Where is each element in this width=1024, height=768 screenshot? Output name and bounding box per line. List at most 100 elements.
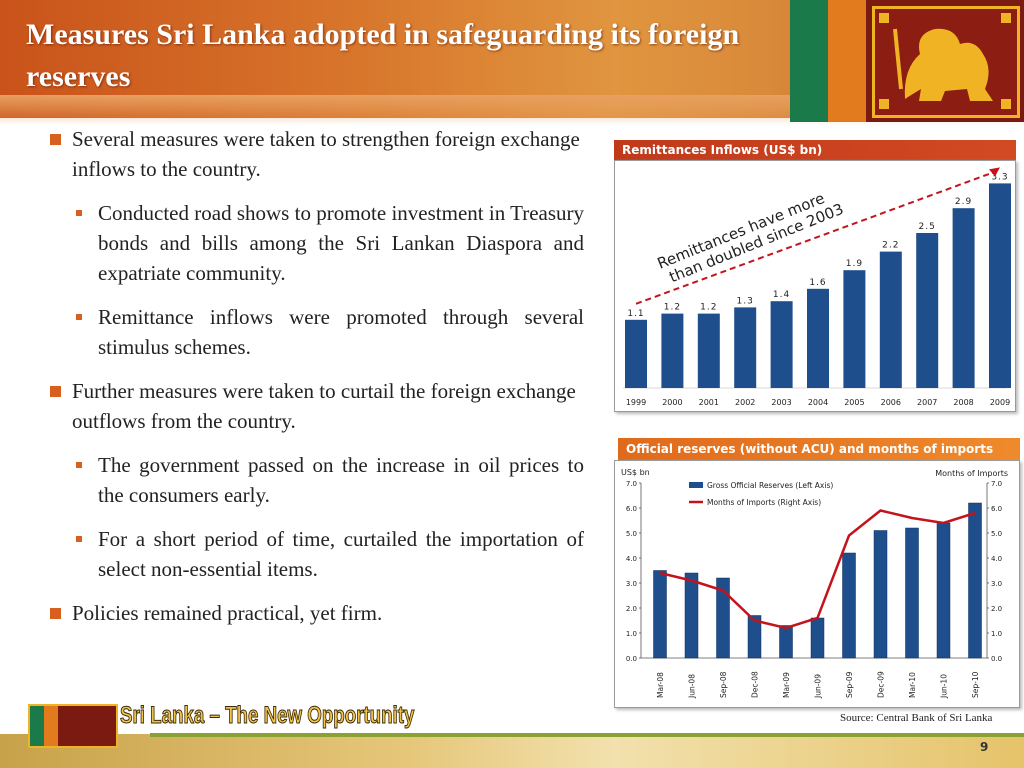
reserve-bar-Jun-09 — [810, 617, 825, 659]
reserve-bar-Sep-08 — [716, 577, 730, 659]
remittances-chart-panel: Remittances have more than doubled since… — [614, 160, 1016, 412]
right-y-tick-label: 6.0 — [991, 505, 1002, 513]
bar-2005 — [843, 270, 866, 388]
reserve-bar-Mar-09 — [779, 625, 793, 659]
bar-value-label: 1.6 — [809, 278, 826, 288]
bullet-list: Several measures were taken to strengthe… — [48, 124, 584, 642]
right-y-tick-label: 3.0 — [991, 580, 1002, 588]
left-y-tick-label: 7.0 — [626, 480, 637, 488]
bar-2004 — [807, 288, 829, 388]
reserve-bar-Dec-09 — [873, 530, 888, 659]
footer-bar — [0, 734, 1024, 768]
bar-value-label: 2.2 — [882, 241, 899, 251]
bar-value-label: 1.1 — [627, 309, 644, 319]
x-tick-label: 2001 — [699, 398, 719, 407]
x-tick-label: 2008 — [953, 398, 973, 407]
bar-2003 — [770, 301, 793, 388]
reserves-chart-panel: US$ bn Months of Imports Gross Official … — [614, 460, 1020, 708]
x-tick-label: Sep-10 — [971, 671, 980, 698]
x-tick-label: 2004 — [808, 398, 828, 407]
lion-emblem-icon — [879, 13, 1011, 109]
sub-bullet-item: For a short period of time, curtailed th… — [74, 524, 584, 584]
bar-value-label: 1.4 — [773, 290, 790, 300]
right-y-tick-label: 4.0 — [991, 555, 1002, 563]
bullet-item: Further measures were taken to curtail t… — [48, 376, 584, 436]
reserve-bar-Mar-10 — [905, 527, 919, 659]
x-tick-label: 2006 — [881, 398, 901, 407]
x-tick-label: Jun-09 — [814, 674, 823, 699]
months-of-imports-line — [659, 509, 976, 630]
x-tick-label: 2003 — [771, 398, 791, 407]
right-y-tick-label: 2.0 — [991, 605, 1002, 613]
bar-2001 — [697, 313, 720, 388]
legend-bars: Gross Official Reserves (Left Axis) — [707, 481, 833, 490]
legend-line: Months of Imports (Right Axis) — [707, 498, 821, 507]
bullet-item: Several measures were taken to strengthe… — [48, 124, 584, 184]
left-y-tick-label: 6.0 — [626, 505, 637, 513]
bar-2006 — [879, 251, 902, 388]
bar-2007 — [916, 233, 939, 388]
footer-tagline: Sri Lanka – The New Opportunity — [120, 702, 415, 730]
x-tick-label: Jun-10 — [940, 674, 949, 699]
sub-bullet-item: Conducted road shows to promote investme… — [74, 198, 584, 288]
bar-value-label: 1.3 — [737, 296, 754, 306]
reserve-bar-Sep-09 — [842, 552, 856, 659]
x-tick-label: 2005 — [844, 398, 864, 407]
left-y-tick-label: 3.0 — [626, 580, 637, 588]
reserve-bar-Mar-08 — [653, 570, 667, 659]
bar-value-label: 2.5 — [919, 222, 936, 232]
bar-2002 — [734, 307, 757, 388]
x-tick-label: Jun-08 — [688, 674, 697, 699]
reserves-chart: US$ bn Months of Imports Gross Official … — [621, 468, 1008, 699]
left-axis-label: US$ bn — [621, 468, 650, 477]
sub-bullet-item: The government passed on the increase in… — [74, 450, 584, 510]
bar-2000 — [661, 313, 684, 388]
bar-value-label: 3.3 — [991, 172, 1008, 182]
right-axis-label: Months of Imports — [935, 469, 1008, 478]
x-tick-label: Dec-08 — [751, 671, 760, 698]
page-number: 9 — [980, 740, 989, 754]
x-tick-label: Mar-09 — [782, 672, 791, 698]
x-tick-label: Mar-08 — [656, 672, 665, 698]
footer-flag-icon — [28, 704, 118, 748]
x-tick-label: 2002 — [735, 398, 755, 407]
source-note: Source: Central Bank of Sri Lanka — [840, 712, 993, 724]
sub-bullet-item: Remittance inflows were promoted through… — [74, 302, 584, 362]
reserves-chart-title: Official reserves (without ACU) and mont… — [618, 438, 1020, 460]
bar-value-label: 1.2 — [700, 303, 717, 313]
bar-value-label: 1.2 — [664, 303, 681, 313]
right-y-tick-label: 7.0 — [991, 480, 1002, 488]
x-tick-label: 2000 — [662, 398, 682, 407]
reserve-bar-Sep-10 — [968, 502, 982, 659]
right-y-tick-label: 1.0 — [991, 630, 1002, 638]
reserve-bar-Jun-10 — [936, 522, 951, 659]
bar-2009 — [989, 183, 1011, 388]
bar-1999 — [625, 319, 647, 388]
x-tick-label: 1999 — [626, 398, 646, 407]
right-y-tick-label: 5.0 — [991, 530, 1002, 538]
reserve-bar-Dec-08 — [747, 615, 762, 659]
slide-title: Measures Sri Lanka adopted in safeguardi… — [26, 18, 740, 93]
sri-lanka-flag-icon — [790, 0, 1024, 122]
left-y-tick-label: 0.0 — [626, 655, 637, 663]
left-y-tick-label: 1.0 — [626, 630, 637, 638]
x-tick-label: Sep-08 — [719, 671, 728, 698]
bar-value-label: 1.9 — [846, 259, 863, 269]
legend-bar-swatch — [689, 482, 703, 488]
left-y-tick-label: 2.0 — [626, 605, 637, 613]
bar-2008 — [952, 208, 975, 388]
x-tick-label: 2007 — [917, 398, 937, 407]
x-tick-label: Mar-10 — [908, 672, 917, 698]
x-tick-label: 2009 — [990, 398, 1010, 407]
x-tick-label: Sep-09 — [845, 671, 854, 698]
right-y-tick-label: 0.0 — [991, 655, 1002, 663]
trend-arrow — [635, 170, 997, 305]
left-y-tick-label: 5.0 — [626, 530, 637, 538]
bar-value-label: 2.9 — [955, 197, 972, 207]
reserve-bar-Jun-08 — [684, 572, 699, 659]
x-tick-label: Dec-09 — [877, 671, 886, 698]
footer-line — [150, 733, 1024, 737]
bullet-item: Policies remained practical, yet firm. — [48, 598, 584, 628]
remittances-chart: Remittances have more than doubled since… — [623, 167, 1011, 407]
trend-arrowhead-icon — [989, 167, 1000, 177]
